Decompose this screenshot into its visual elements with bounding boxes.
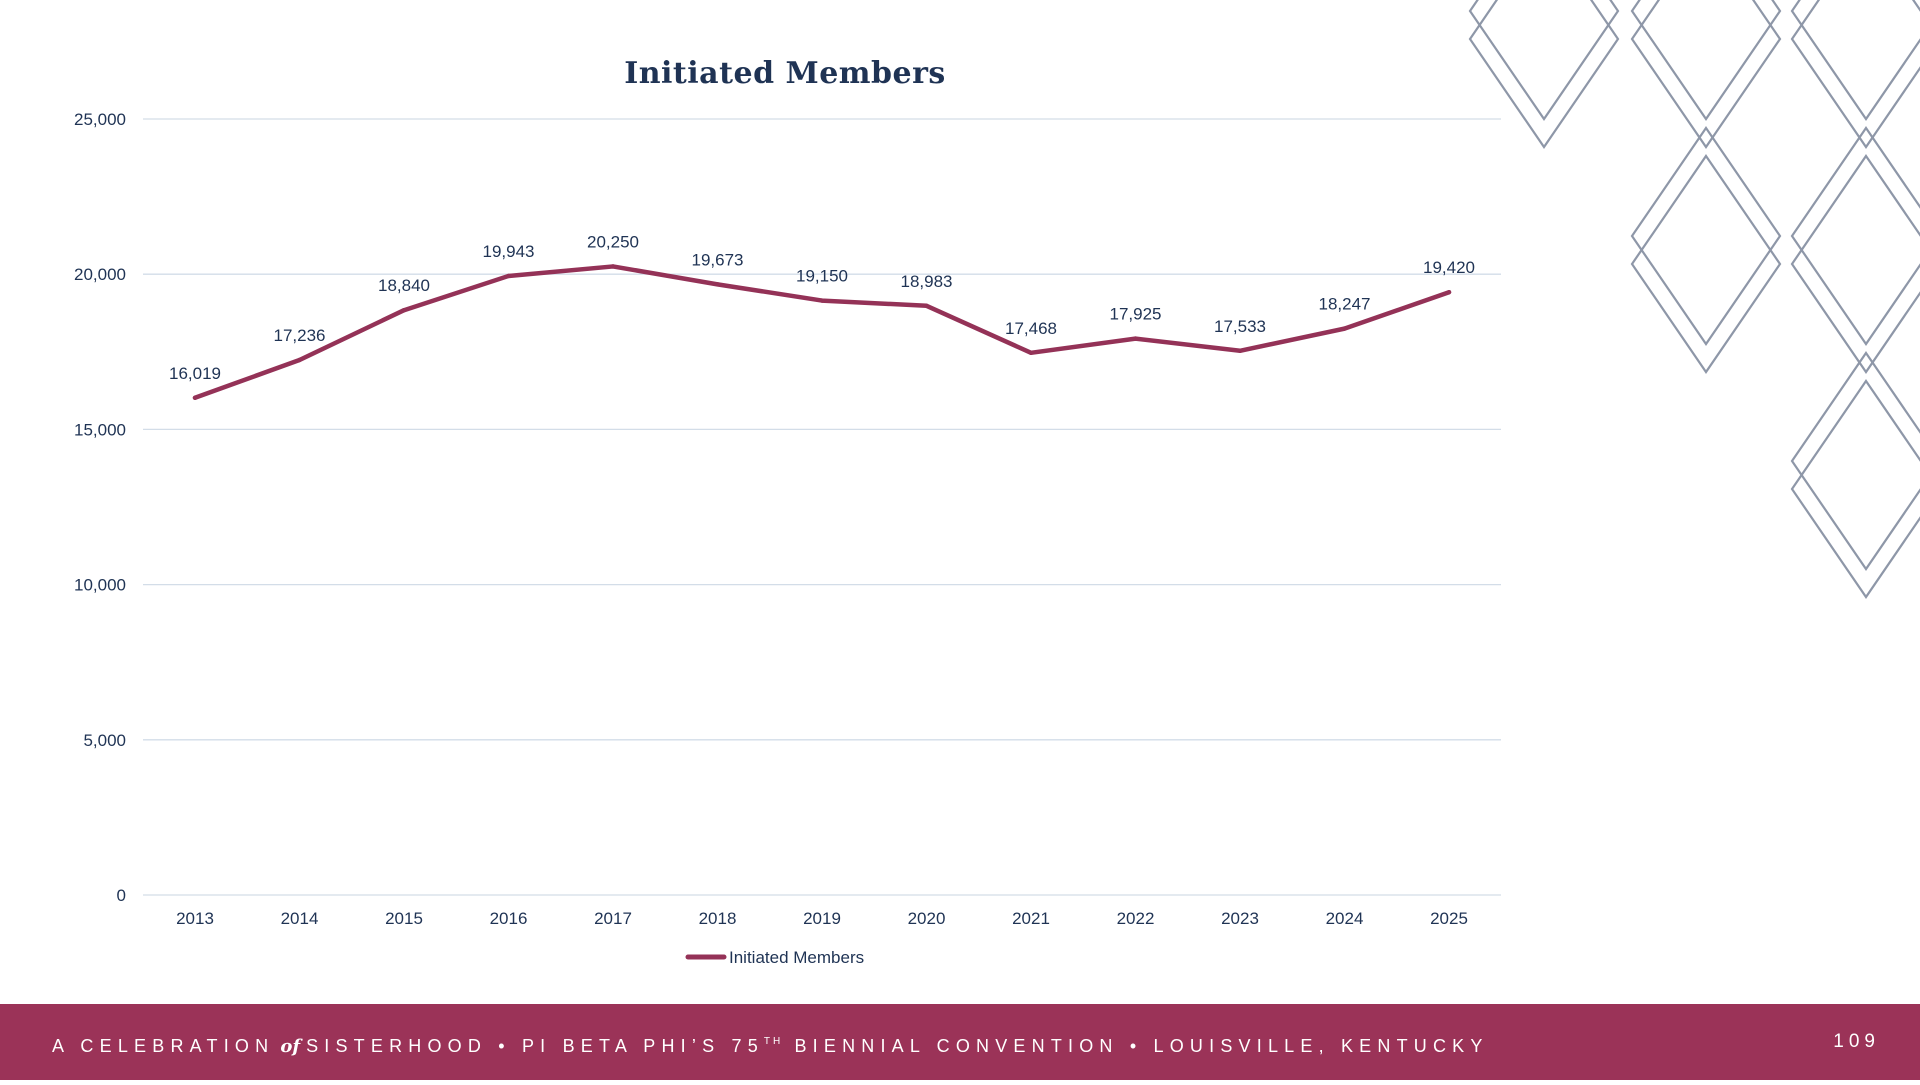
data-label: 17,533	[1214, 317, 1266, 336]
data-label: 19,420	[1423, 258, 1475, 277]
x-tick-label: 2013	[176, 909, 214, 928]
data-point	[506, 273, 511, 279]
data-point	[819, 298, 825, 303]
x-tick-label: 2014	[281, 909, 319, 928]
diamond-shape	[1790, 0, 1920, 121]
diamond-shape	[1790, 351, 1920, 571]
y-tick-label: 10,000	[74, 576, 126, 595]
page-number: 109	[1833, 1031, 1880, 1052]
footer-text: A CELEBRATION of SISTERHOOD • PI BETA PHI’…	[52, 1004, 1489, 1080]
footer-part3: BIENNIAL CONVENTION • LOUISVILLE, KENTUC…	[794, 1036, 1489, 1056]
data-point	[1237, 348, 1243, 353]
data-point	[192, 395, 198, 400]
data-label: 18,983	[901, 272, 953, 291]
diamond-shape	[1468, 0, 1620, 149]
footer-part2: SISTERHOOD • PI BETA PHI’S 75	[306, 1036, 764, 1056]
data-label: 17,236	[274, 326, 326, 345]
data-point	[1342, 326, 1347, 331]
data-label: 19,943	[483, 242, 535, 261]
y-tick-label: 15,000	[74, 420, 126, 439]
data-point	[1446, 290, 1452, 295]
diamond-shape	[1790, 379, 1920, 599]
y-tick-label: 5,000	[83, 731, 126, 750]
data-label: 18,840	[378, 276, 430, 295]
diamond-shape	[1790, 154, 1920, 374]
x-tick-label: 2015	[385, 909, 423, 928]
x-tick-label: 2016	[490, 909, 528, 928]
data-point	[401, 308, 407, 313]
data-label: 17,468	[1005, 319, 1057, 338]
y-tick-label: 20,000	[74, 265, 126, 284]
data-point	[610, 264, 616, 269]
data-point	[1133, 336, 1138, 341]
chart-title: Initiated Members	[624, 56, 946, 91]
x-tick-label: 2019	[803, 909, 841, 928]
footer-banner: A CELEBRATION of SISTERHOOD • PI BETA PHI’…	[0, 1004, 1920, 1080]
data-point	[924, 303, 929, 308]
data-point	[297, 357, 302, 363]
data-label: 17,925	[1110, 305, 1162, 324]
legend-label: Initiated Members	[729, 948, 864, 967]
diamond-shape	[1790, 126, 1920, 346]
diamond-shape	[1468, 0, 1620, 121]
footer-sup: TH	[763, 1036, 784, 1047]
diamond-shape	[1630, 0, 1782, 149]
y-tick-label: 25,000	[74, 110, 126, 129]
y-tick-label: 0	[117, 886, 126, 905]
x-tick-label: 2025	[1430, 909, 1468, 928]
footer-part1: A CELEBRATION	[52, 1036, 275, 1056]
diamond-shape	[1790, 0, 1920, 149]
x-tick-label: 2023	[1221, 909, 1259, 928]
x-tick-label: 2020	[908, 909, 946, 928]
diamond-shape	[1630, 0, 1782, 121]
x-tick-label: 2017	[594, 909, 632, 928]
data-point	[715, 282, 720, 287]
x-tick-label: 2018	[699, 909, 737, 928]
x-tick-label: 2021	[1012, 909, 1050, 928]
x-tick-label: 2022	[1117, 909, 1155, 928]
data-point	[1028, 350, 1034, 355]
data-label: 20,250	[587, 232, 639, 251]
x-tick-label: 2024	[1326, 909, 1364, 928]
data-label: 16,019	[169, 364, 221, 383]
diamond-shape	[1630, 126, 1782, 346]
data-label: 19,673	[692, 250, 744, 269]
footer-of: of	[280, 1036, 301, 1057]
diamond-shape	[1630, 154, 1782, 374]
data-label: 18,247	[1319, 295, 1371, 314]
data-label: 19,150	[796, 267, 848, 286]
